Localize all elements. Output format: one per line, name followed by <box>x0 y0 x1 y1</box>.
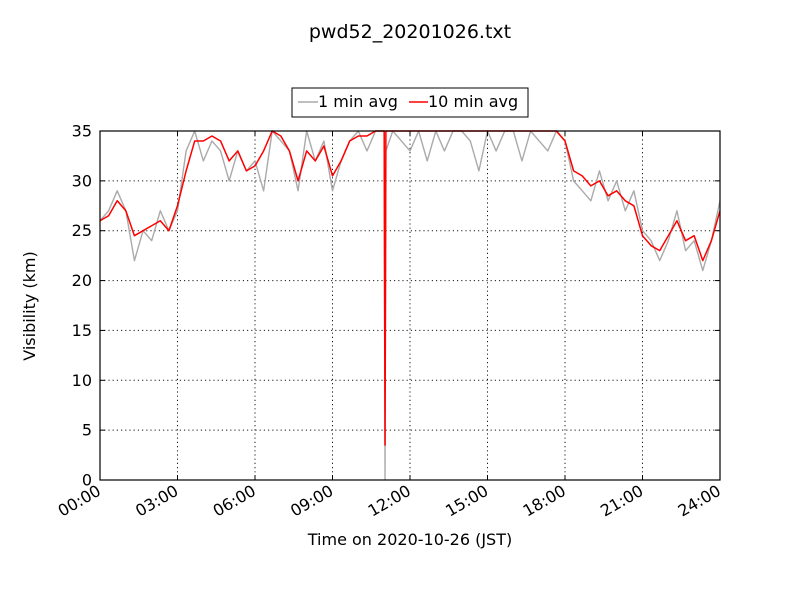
x-tick-label: 15:00 <box>442 481 491 521</box>
legend-label-1min: 1 min avg <box>318 92 398 111</box>
y-tick-label: 10 <box>72 371 92 390</box>
x-tick-labels: 00:00 03:00 06:00 09:00 12:00 15:00 18:00 21:00… <box>55 481 724 521</box>
x-tick-label: 06:00 <box>210 481 259 521</box>
legend: 1 min avg 10 min avg <box>291 87 529 118</box>
grid-lines <box>100 131 720 480</box>
y-tick-label: 35 <box>72 122 92 141</box>
series-line-1min <box>99 130 721 481</box>
axis-ticks <box>99 130 721 481</box>
x-tick-label: 18:00 <box>520 481 569 521</box>
x-tick-label: 12:00 <box>365 481 414 521</box>
y-tick-label: 30 <box>72 171 92 190</box>
plot-area-frame <box>99 130 721 481</box>
x-tick-label: 09:00 <box>287 481 336 521</box>
y-tick-label: 5 <box>82 421 92 440</box>
y-tick-label: 0 <box>82 471 92 490</box>
chart-title: pwd52_20201026.txt <box>309 21 511 43</box>
y-tick-labels: 0 5 10 15 20 25 30 35 <box>72 122 92 490</box>
x-tick-label: 21:00 <box>597 481 646 521</box>
series-lines <box>99 130 721 481</box>
y-axis-label: Visibility (km) <box>20 251 39 360</box>
y-tick-label: 25 <box>72 221 92 240</box>
legend-label-10min: 10 min avg <box>428 92 518 111</box>
y-tick-label: 20 <box>72 271 92 290</box>
x-tick-label: 24:00 <box>675 481 724 521</box>
y-tick-label: 15 <box>72 321 92 340</box>
x-tick-label: 03:00 <box>132 481 181 521</box>
x-tick-label: 00:00 <box>55 481 104 521</box>
x-axis-label: Time on 2020-10-26 (JST) <box>307 530 512 549</box>
